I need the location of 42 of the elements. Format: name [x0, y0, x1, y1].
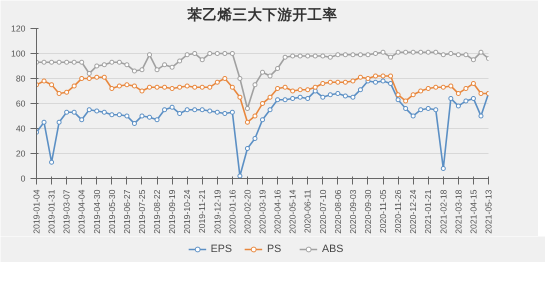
x-tick-label: 2019-12-19 — [212, 189, 222, 234]
y-tick-label: 100 — [11, 48, 26, 58]
x-tick-label: 2020-02-20 — [242, 189, 252, 234]
x-tick-label: 2020-07-10 — [318, 189, 328, 234]
x-tick-label: 2020-04-16 — [272, 189, 283, 234]
x-tick-label: 2020-09-30 — [362, 189, 373, 234]
legend-label: PS — [267, 243, 282, 255]
x-tick-label: 2021-01-21 — [423, 189, 434, 234]
x-tick-label: 2019-04-30 — [92, 189, 102, 234]
x-tick-label: 2019-09-19 — [167, 189, 178, 234]
x-tick-label: 2020-11-26 — [393, 189, 404, 234]
x-tick-label: 2020-08-06 — [332, 189, 343, 234]
x-tick-label: 2020-12-24 — [408, 189, 418, 234]
legend-label: ABS — [322, 243, 344, 255]
x-tick-label: 2020-01-16 — [227, 189, 238, 234]
y-tick-label: 80 — [16, 74, 26, 84]
y-tick-label: 20 — [16, 148, 26, 158]
y-tick-label: 60 — [16, 98, 26, 108]
x-tick-label: 2019-04-04 — [76, 189, 87, 234]
x-tick-label: 2019-06-27 — [122, 189, 132, 234]
x-tick-label: 2020-03-19 — [258, 189, 268, 234]
chart-title: 苯乙烯三大下游开工率 — [186, 6, 338, 24]
x-tick-label: 2019-11-21 — [197, 189, 208, 234]
x-tick-label: 2021-02-18 — [438, 189, 448, 234]
x-tick-label: 2019-05-30 — [106, 189, 117, 234]
legend-label: EPS — [210, 243, 232, 255]
x-tick-label: 2019-01-04 — [32, 189, 42, 234]
x-tick-label: 2019-03-07 — [62, 189, 72, 234]
y-tick-label: 40 — [16, 124, 26, 134]
x-tick-label: 2019-01-31 — [46, 189, 57, 234]
x-tick-label: 2019-07-25 — [136, 189, 147, 234]
x-tick-label: 2020-09-03 — [348, 189, 358, 234]
x-tick-label: 2021-04-15 — [468, 189, 478, 234]
x-tick-label: 2021-05-13 — [484, 189, 494, 234]
x-tick-label: 2020-11-05 — [378, 189, 388, 234]
x-tick-label: 2020-05-14 — [288, 189, 298, 234]
x-tick-label: 2019-10-24 — [182, 189, 192, 234]
y-tick-label: 120 — [11, 24, 26, 34]
y-tick-label: 0 — [20, 174, 26, 184]
x-tick-label: 2021-03-18 — [453, 189, 464, 234]
x-tick-label: 2020-06-11 — [302, 189, 313, 234]
x-tick-label: 2019-08-22 — [152, 189, 162, 234]
